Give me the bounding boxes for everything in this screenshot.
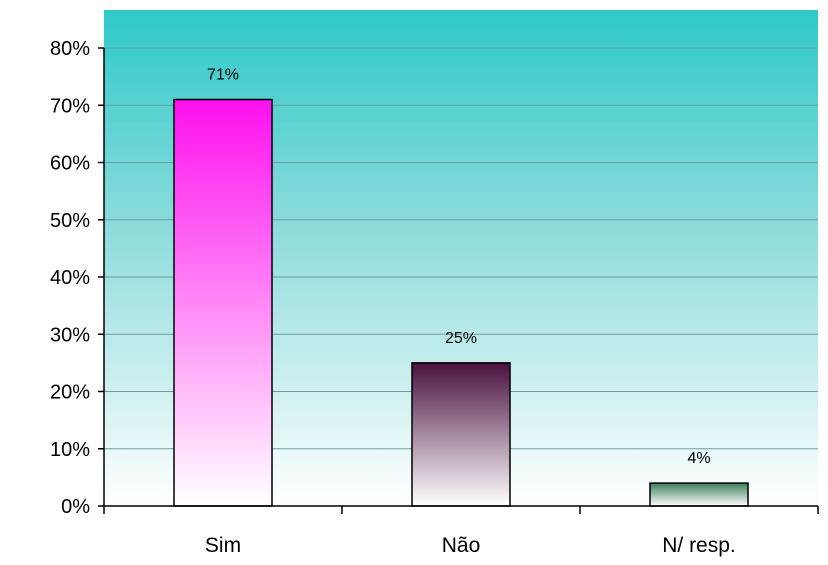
data-label: 71% [207, 67, 239, 84]
y-tick-label: 80% [50, 38, 90, 60]
y-tick-label: 60% [50, 153, 90, 175]
data-label: 4% [687, 450, 710, 467]
y-tick-label: 70% [50, 95, 90, 117]
y-tick-label: 30% [50, 324, 90, 346]
category-label: Sim [205, 534, 241, 557]
axes [98, 47, 819, 514]
bar-sim [173, 98, 273, 507]
y-tick-label: 40% [50, 267, 90, 289]
data-label: 25% [445, 330, 477, 347]
category-label: Não [442, 534, 481, 557]
bars [173, 98, 749, 507]
y-tick-label: 0% [61, 496, 90, 518]
labels: 71% Sim 25% Não 4% N/ resp. 0% 10% 20% 30% 40% 50% 6… [50, 38, 736, 557]
y-tick-label: 10% [50, 439, 90, 461]
y-tick-label: 50% [50, 210, 90, 232]
bar-n-o [411, 362, 511, 507]
bar-n-resp- [649, 482, 749, 507]
y-tick-label: 20% [50, 382, 90, 404]
category-label: N/ resp. [662, 534, 736, 557]
